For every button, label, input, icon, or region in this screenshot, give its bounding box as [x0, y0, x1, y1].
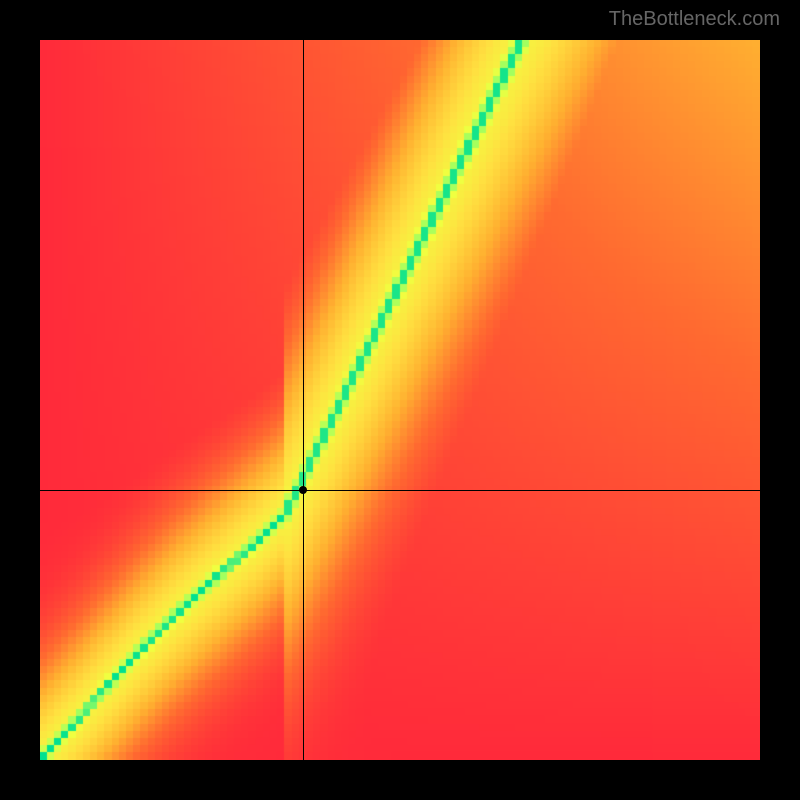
heatmap-canvas: [40, 40, 760, 760]
crosshair-marker: [299, 486, 307, 494]
watermark-text: TheBottleneck.com: [609, 8, 780, 31]
crosshair-horizontal: [40, 490, 760, 491]
crosshair-vertical: [303, 40, 304, 760]
heatmap-plot: [40, 40, 760, 760]
